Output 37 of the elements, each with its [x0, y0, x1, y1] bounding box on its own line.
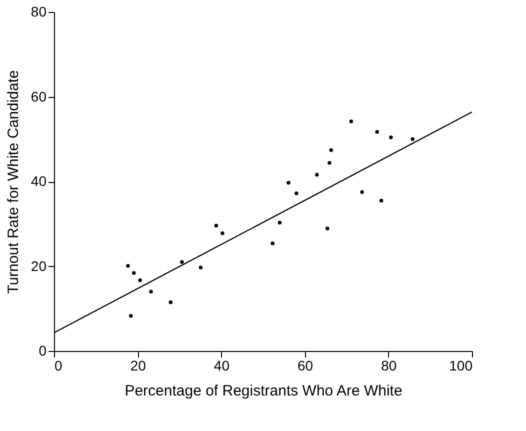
point — [410, 137, 415, 141]
point — [149, 290, 153, 294]
point — [180, 260, 184, 264]
x-tick-label: 60 — [298, 358, 314, 374]
point — [326, 226, 330, 230]
point — [214, 224, 218, 228]
point — [270, 242, 274, 246]
y-tick-label: 0 — [38, 342, 47, 358]
point — [132, 271, 136, 275]
y-tick-label: 80 — [30, 4, 47, 20]
point — [129, 314, 133, 318]
y-tick-label: 60 — [30, 88, 47, 104]
x-tick-label: 20 — [130, 358, 146, 374]
point — [329, 148, 334, 152]
point — [349, 119, 354, 124]
point — [168, 300, 172, 304]
point — [375, 130, 379, 134]
point — [278, 220, 282, 224]
x-tick-label: 0 — [54, 358, 62, 374]
point — [198, 266, 203, 270]
point — [389, 136, 393, 140]
y-tick-label: 40 — [30, 173, 47, 189]
point — [379, 198, 384, 202]
point — [328, 160, 332, 165]
point — [315, 172, 319, 177]
point — [138, 278, 142, 282]
y-tick-label: 20 — [30, 258, 47, 274]
x-axis-title: Percentage of Registrants Who Are White — [124, 382, 402, 400]
y-axis-title: Turnout Rate for White Candidate — [4, 70, 22, 294]
point — [294, 192, 298, 196]
point — [220, 231, 224, 236]
x-tick-label: 80 — [381, 358, 397, 374]
point — [286, 180, 290, 185]
x-tick-label: 100 — [449, 358, 473, 374]
x-tick-label: 40 — [214, 358, 230, 374]
point — [360, 190, 364, 194]
point — [126, 264, 130, 268]
